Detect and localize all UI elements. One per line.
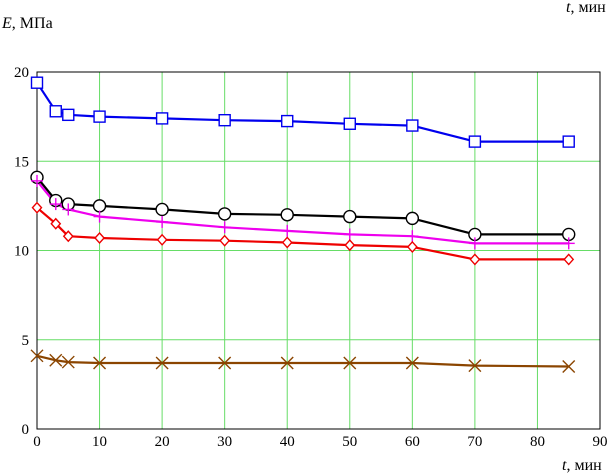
data-point-plus [93, 210, 106, 223]
chart-grid [37, 72, 600, 429]
data-point-square [281, 114, 294, 128]
x-tick-label: 20 [155, 434, 170, 450]
data-point-circle [343, 209, 357, 224]
series-lines [36, 82, 569, 368]
data-point-plus [343, 228, 356, 241]
data-point-square [30, 76, 44, 89]
tick-labels: 0 10 20 30 40 50 60 70 80 90 0 5 10 15 20 [14, 65, 608, 450]
data-point-square [343, 117, 356, 130]
data-point-square [468, 135, 482, 148]
y-axis-label: E, МПа [1, 15, 53, 32]
data-point-cross [218, 356, 232, 370]
data-point-diamond [406, 240, 418, 253]
data-point-circle [155, 202, 169, 217]
data-point-plus [49, 198, 62, 211]
data-point-plus [281, 224, 294, 237]
data-point-square [562, 135, 575, 148]
data-point-plus [468, 237, 481, 250]
x-tick-label: 50 [342, 434, 357, 450]
data-point-cross [343, 356, 357, 370]
x-tick-label: 10 [92, 434, 107, 450]
x-tick-label: 90 [593, 434, 608, 450]
data-point-circle [280, 208, 294, 222]
data-point-cross [468, 359, 482, 373]
data-point-plus [218, 221, 231, 234]
y-tick-label: 10 [14, 244, 29, 260]
x-tick-label: 30 [217, 434, 232, 450]
data-point-square [49, 105, 62, 118]
data-point-cross [280, 356, 294, 370]
series-line-1 [36, 82, 569, 143]
data-point-plus [156, 215, 169, 228]
data-point-cross [30, 349, 44, 363]
data-point-diamond [50, 217, 62, 230]
data-point-circle [217, 207, 232, 221]
data-point-square [406, 119, 419, 132]
data-point-cross [405, 356, 419, 370]
data-point-cross [61, 355, 75, 369]
data-point-cross [49, 353, 63, 367]
x-tick-label: 60 [405, 434, 420, 450]
data-point-square [155, 112, 169, 125]
data-point-cross [93, 356, 107, 370]
y-tick-label: 5 [22, 333, 30, 349]
data-point-diamond [281, 236, 293, 249]
data-point-plus [562, 237, 575, 250]
series-line-5 [36, 354, 569, 368]
y-tick-label: 20 [14, 65, 29, 81]
data-point-diamond [94, 231, 105, 245]
data-point-square [93, 110, 106, 123]
x-tick-label: 80 [530, 434, 545, 450]
data-point-diamond [469, 253, 481, 266]
y-tick-label: 0 [22, 422, 30, 438]
data-point-diamond [563, 253, 575, 266]
data-point-cross [155, 356, 169, 370]
data-point-circle [405, 211, 420, 226]
data-point-cross [562, 360, 576, 374]
data-point-diamond [219, 234, 231, 247]
data-point-square [62, 108, 75, 122]
data-point-diamond [62, 230, 74, 243]
plot-frame [36, 71, 601, 430]
x-tick-label: 40 [280, 434, 295, 450]
data-point-plus [31, 174, 43, 187]
x-axis-label: t, мин [562, 457, 602, 474]
series-line-2 [36, 176, 569, 236]
y-tick-label: 15 [14, 154, 29, 170]
data-point-plus [406, 230, 419, 243]
x-tick-label: 0 [33, 434, 41, 450]
x-axis-label-top: t, мин [566, 0, 606, 16]
data-point-circle [92, 199, 107, 213]
series-markers [30, 76, 576, 374]
data-point-diamond [31, 201, 43, 214]
x-tick-label: 70 [467, 434, 482, 450]
data-point-diamond [344, 239, 356, 252]
data-point-diamond [156, 233, 168, 246]
data-point-plus [62, 203, 75, 216]
data-point-square [218, 113, 231, 127]
